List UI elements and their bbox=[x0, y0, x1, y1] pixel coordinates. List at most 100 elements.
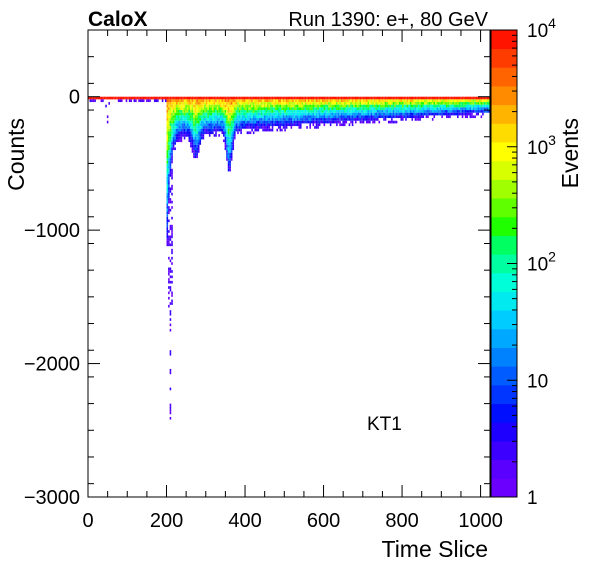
heatmap-cell bbox=[88, 96, 90, 100]
heatmap-cell bbox=[229, 136, 231, 140]
heatmap-cell bbox=[245, 115, 247, 119]
heatmap-cell bbox=[171, 123, 173, 127]
heatmap-cell bbox=[190, 107, 192, 111]
heatmap-cell bbox=[304, 110, 307, 113]
heatmap-cell bbox=[171, 131, 173, 135]
heatmap-cell bbox=[216, 107, 219, 111]
heatmap-cell bbox=[419, 112, 421, 116]
heatmap-cell bbox=[207, 118, 209, 121]
heatmap-cell bbox=[229, 144, 231, 148]
heatmap-cell bbox=[237, 118, 239, 121]
heatmap-cell bbox=[398, 102, 401, 105]
heatmap-cell bbox=[414, 115, 417, 119]
heatmap-cell bbox=[466, 104, 469, 108]
heatmap-cell bbox=[471, 102, 473, 105]
heatmap-cell bbox=[270, 118, 272, 121]
heatmap-cell bbox=[199, 128, 202, 132]
heatmap-cell bbox=[303, 112, 305, 116]
heatmap-cell bbox=[128, 96, 131, 100]
heatmap-cell bbox=[282, 126, 285, 129]
heatmap-cell bbox=[241, 104, 244, 108]
heatmap-cell bbox=[166, 136, 169, 140]
heatmap-cell bbox=[406, 104, 409, 108]
colorbar-segment bbox=[491, 235, 517, 255]
heatmap-cell bbox=[442, 107, 445, 111]
heatmap-cell bbox=[210, 123, 213, 127]
heatmap-cell bbox=[314, 115, 316, 119]
heatmap-cell bbox=[204, 110, 206, 113]
heatmap-cell bbox=[229, 112, 231, 116]
heatmap-cell bbox=[254, 102, 257, 105]
heatmap-cell bbox=[274, 110, 277, 113]
heatmap-cell bbox=[323, 104, 326, 108]
heatmap-cell bbox=[310, 115, 313, 119]
heatmap-cell bbox=[207, 123, 209, 127]
heatmap-cell bbox=[221, 104, 224, 108]
heatmap-cell bbox=[372, 104, 374, 108]
heatmap-cell bbox=[472, 102, 475, 105]
heatmap-cell bbox=[359, 112, 362, 116]
heatmap-cell bbox=[329, 118, 332, 121]
heatmap-cell bbox=[441, 102, 443, 105]
heatmap-cell bbox=[405, 110, 407, 113]
heatmap-cell bbox=[182, 134, 184, 137]
heatmap-cell bbox=[263, 112, 266, 116]
heatmap-cell bbox=[307, 110, 310, 113]
heatmap-layer bbox=[88, 96, 490, 420]
heatmap-cell bbox=[321, 96, 324, 100]
heatmap-cell bbox=[204, 126, 206, 129]
heatmap-cell bbox=[438, 99, 440, 103]
heatmap-cell bbox=[193, 139, 195, 143]
heatmap-cell bbox=[403, 96, 406, 100]
heatmap-cell bbox=[221, 96, 224, 100]
heatmap-cell bbox=[460, 96, 462, 100]
heatmap-cell bbox=[169, 323, 172, 327]
heatmap-cell bbox=[350, 107, 352, 111]
heatmap-cell bbox=[392, 107, 395, 111]
heatmap-cell bbox=[450, 110, 453, 113]
heatmap-cell bbox=[270, 128, 272, 132]
heatmap-cell bbox=[208, 126, 211, 129]
heatmap-cell bbox=[229, 160, 231, 164]
heatmap-cell bbox=[259, 120, 261, 124]
heatmap-cell bbox=[168, 131, 170, 135]
heatmap-cell bbox=[323, 96, 326, 100]
heatmap-cell bbox=[309, 118, 311, 121]
heatmap-cell bbox=[199, 107, 202, 111]
heatmap-cell bbox=[191, 104, 194, 108]
heatmap-cell bbox=[169, 155, 172, 159]
heatmap-cell bbox=[276, 115, 279, 119]
heatmap-cell bbox=[262, 96, 264, 100]
heatmap-cell bbox=[378, 104, 381, 108]
heatmap-cell bbox=[205, 120, 208, 124]
heatmap-cell bbox=[452, 112, 454, 116]
heatmap-cell bbox=[256, 120, 258, 124]
heatmap-cell bbox=[171, 230, 173, 233]
heatmap-cell bbox=[325, 107, 327, 111]
x-tick-label: 0 bbox=[82, 510, 93, 532]
heatmap-cell bbox=[350, 110, 352, 113]
heatmap-cell bbox=[205, 128, 208, 132]
heatmap-cell bbox=[201, 110, 203, 113]
heatmap-cell bbox=[424, 112, 426, 116]
heatmap-cell bbox=[226, 131, 228, 135]
heatmap-cell bbox=[229, 131, 231, 135]
heatmap-cell bbox=[263, 107, 266, 111]
heatmap-cell bbox=[483, 107, 486, 111]
heatmap-cell bbox=[413, 99, 415, 103]
heatmap-cell bbox=[392, 96, 395, 100]
heatmap-cell bbox=[169, 267, 172, 271]
heatmap-cell bbox=[190, 99, 192, 103]
heatmap-cell bbox=[367, 104, 370, 108]
heatmap-cell bbox=[417, 104, 420, 108]
heatmap-cell bbox=[251, 112, 253, 116]
heatmap-cell bbox=[284, 102, 286, 105]
heatmap-cell bbox=[301, 112, 304, 116]
heatmap-cell bbox=[326, 110, 329, 113]
heatmap-cell bbox=[265, 120, 268, 124]
heatmap-cell bbox=[326, 112, 329, 116]
heatmap-cell bbox=[131, 96, 134, 100]
heatmap-cell bbox=[405, 107, 407, 111]
heatmap-cell bbox=[227, 160, 230, 164]
heatmap-cell bbox=[212, 96, 214, 100]
